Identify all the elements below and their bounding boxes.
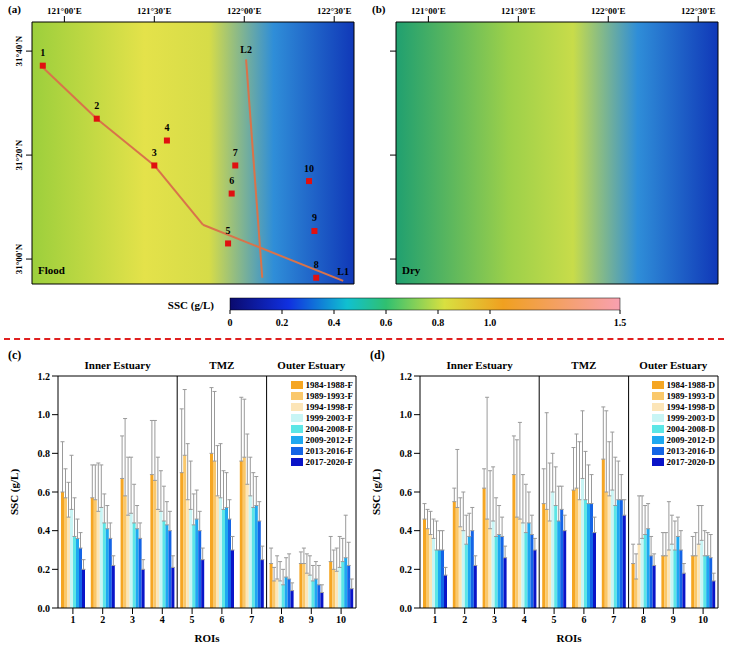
svg-text:8: 8 bbox=[279, 614, 284, 625]
svg-text:0.6: 0.6 bbox=[38, 487, 51, 498]
html-text:TMZ: TMZ bbox=[571, 359, 597, 371]
svg-text:0.6: 0.6 bbox=[400, 487, 413, 498]
html-text:1989-1993-D: 1989-1993-D bbox=[666, 390, 715, 401]
svg-text:0.2: 0.2 bbox=[38, 564, 51, 575]
svg-text:1: 1 bbox=[40, 47, 45, 58]
html-text:Outer Estuary: Outer Estuary bbox=[639, 359, 708, 371]
svg-text:0.4: 0.4 bbox=[400, 525, 413, 536]
svg-text:9: 9 bbox=[312, 212, 317, 223]
svg-text:31°40'N: 31°40'N bbox=[14, 35, 24, 66]
svg-text:1.0: 1.0 bbox=[38, 409, 51, 420]
svg-text:121°00'E: 121°00'E bbox=[411, 6, 446, 16]
html-text:1994-1998-D: 1994-1998-D bbox=[666, 401, 715, 412]
svg-text:0.2: 0.2 bbox=[400, 564, 413, 575]
svg-text:0.0: 0.0 bbox=[38, 603, 51, 614]
html-text:Inner Estuary: Inner Estuary bbox=[84, 359, 151, 371]
html-text:2017-2020-F: 2017-2020-F bbox=[305, 456, 353, 467]
html-text:(b): (b) bbox=[372, 3, 386, 15]
svg-text:1.2: 1.2 bbox=[400, 371, 413, 382]
html-text:1984-1988-D: 1984-1988-D bbox=[666, 379, 715, 390]
svg-text:0.8: 0.8 bbox=[432, 317, 445, 328]
svg-text:10: 10 bbox=[304, 163, 314, 174]
svg-text:5: 5 bbox=[552, 614, 557, 625]
html-text:2013-2016-D: 2013-2016-D bbox=[666, 445, 715, 456]
html-text:1994-1998-F: 1994-1998-F bbox=[305, 401, 353, 412]
svg-text:ROIs: ROIs bbox=[556, 632, 582, 644]
svg-text:10: 10 bbox=[336, 614, 346, 625]
html-text:1999-2003-F: 1999-2003-F bbox=[305, 412, 353, 423]
svg-text:4: 4 bbox=[164, 122, 169, 133]
svg-text:8: 8 bbox=[314, 259, 319, 270]
html-text:(a): (a) bbox=[8, 3, 21, 15]
svg-text:6: 6 bbox=[219, 614, 224, 625]
html-text:Dry: Dry bbox=[402, 264, 421, 276]
html-text:(d): (d) bbox=[370, 348, 385, 362]
html-text:1999-2003-D: 1999-2003-D bbox=[666, 412, 715, 423]
svg-text:SSC (g/L): SSC (g/L) bbox=[168, 299, 214, 312]
html-text:2004-2008-D: 2004-2008-D bbox=[666, 423, 715, 434]
svg-text:5: 5 bbox=[226, 225, 231, 236]
svg-text:6: 6 bbox=[581, 614, 586, 625]
html-text:2009-2012-F: 2009-2012-F bbox=[305, 434, 353, 445]
svg-text:121°00'E: 121°00'E bbox=[47, 6, 82, 16]
svg-text:9: 9 bbox=[671, 614, 676, 625]
svg-text:122°30'E: 122°30'E bbox=[317, 6, 352, 16]
html-text:Inner Estuary: Inner Estuary bbox=[446, 359, 513, 371]
svg-text:3: 3 bbox=[492, 614, 497, 625]
svg-text:0.4: 0.4 bbox=[38, 525, 51, 536]
svg-text:0.6: 0.6 bbox=[380, 317, 393, 328]
html-text:2017-2020-D: 2017-2020-D bbox=[666, 456, 715, 467]
svg-text:0.8: 0.8 bbox=[38, 448, 51, 459]
html-text:2009-2012-D: 2009-2012-D bbox=[666, 434, 715, 445]
svg-text:L1: L1 bbox=[337, 266, 349, 277]
svg-text:122°30'E: 122°30'E bbox=[681, 6, 716, 16]
svg-text:31°00'N: 31°00'N bbox=[14, 243, 24, 274]
html-text:Outer Estuary: Outer Estuary bbox=[277, 359, 346, 371]
svg-text:2: 2 bbox=[100, 614, 105, 625]
svg-text:ROIs: ROIs bbox=[194, 632, 220, 644]
svg-text:121°30'E: 121°30'E bbox=[501, 6, 536, 16]
svg-text:2: 2 bbox=[462, 614, 467, 625]
svg-text:0: 0 bbox=[228, 317, 233, 328]
svg-text:1.2: 1.2 bbox=[38, 371, 51, 382]
svg-text:6: 6 bbox=[229, 175, 234, 186]
svg-text:L2: L2 bbox=[240, 44, 252, 55]
svg-text:8: 8 bbox=[641, 614, 646, 625]
svg-text:SSC (g/L): SSC (g/L) bbox=[370, 469, 383, 515]
svg-text:0.4: 0.4 bbox=[328, 317, 341, 328]
svg-text:4: 4 bbox=[522, 614, 527, 625]
svg-text:0.0: 0.0 bbox=[400, 603, 413, 614]
html-text:2004-2008-F: 2004-2008-F bbox=[305, 423, 353, 434]
svg-text:SSC (g/L): SSC (g/L) bbox=[8, 469, 21, 515]
svg-text:1.0: 1.0 bbox=[484, 317, 497, 328]
svg-text:7: 7 bbox=[233, 147, 238, 158]
svg-text:1.5: 1.5 bbox=[614, 317, 627, 328]
svg-text:1: 1 bbox=[432, 614, 437, 625]
svg-text:3: 3 bbox=[152, 147, 157, 158]
svg-text:1: 1 bbox=[70, 614, 75, 625]
svg-text:7: 7 bbox=[249, 614, 254, 625]
svg-text:9: 9 bbox=[309, 614, 314, 625]
html-text:2013-2016-F: 2013-2016-F bbox=[305, 445, 353, 456]
svg-text:5: 5 bbox=[190, 614, 195, 625]
html-text:TMZ: TMZ bbox=[209, 359, 235, 371]
html-text:1984-1988-F: 1984-1988-F bbox=[305, 379, 353, 390]
svg-text:0.8: 0.8 bbox=[400, 448, 413, 459]
svg-text:7: 7 bbox=[611, 614, 616, 625]
svg-text:10: 10 bbox=[698, 614, 708, 625]
svg-text:122°00'E: 122°00'E bbox=[591, 6, 626, 16]
html-text:Flood: Flood bbox=[38, 264, 65, 276]
html-text:(c): (c) bbox=[8, 348, 22, 362]
html-text:1989-1993-F: 1989-1993-F bbox=[305, 390, 353, 401]
svg-text:122°00'E: 122°00'E bbox=[227, 6, 262, 16]
svg-text:121°30'E: 121°30'E bbox=[137, 6, 172, 16]
svg-text:1.0: 1.0 bbox=[400, 409, 413, 420]
svg-text:4: 4 bbox=[160, 614, 165, 625]
svg-text:0.2: 0.2 bbox=[276, 317, 289, 328]
svg-text:31°20'N: 31°20'N bbox=[14, 139, 24, 170]
svg-text:2: 2 bbox=[94, 100, 99, 111]
svg-text:3: 3 bbox=[130, 614, 135, 625]
